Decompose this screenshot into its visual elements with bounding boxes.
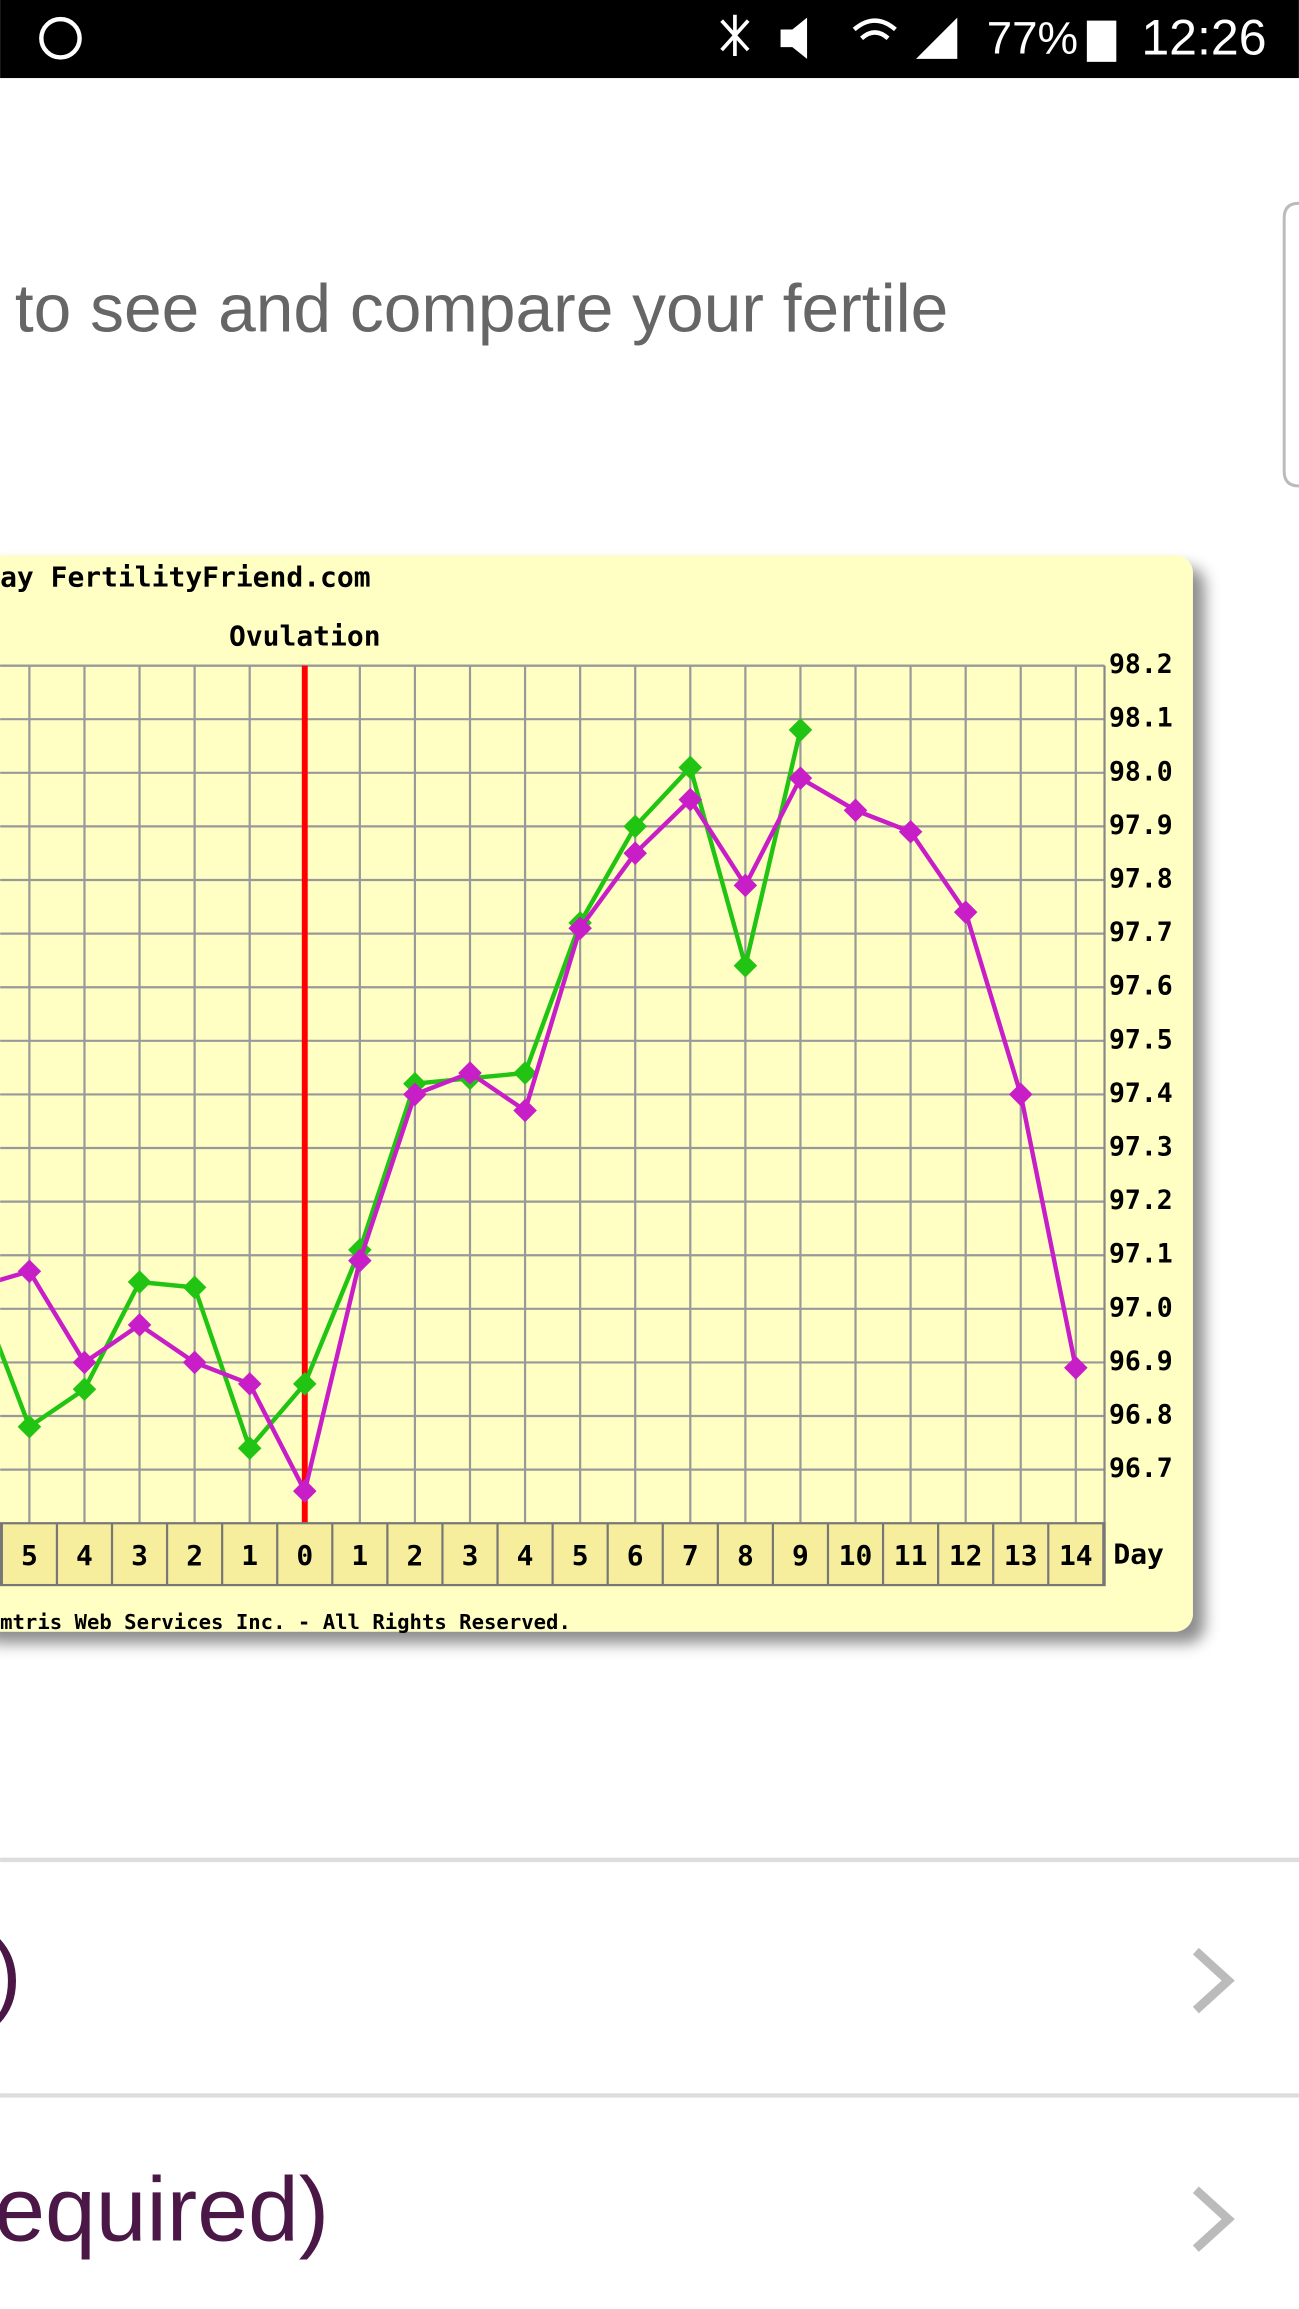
x-tick-label: 5 xyxy=(572,1539,589,1572)
data-point xyxy=(623,841,647,865)
chevron[interactable] xyxy=(1192,2186,1235,2252)
chart: 96.7 96.8 96.9 97.0 97.1 97.2 97.3 97.4 97.5 97.6… xyxy=(0,561,1173,1634)
data-point xyxy=(678,787,703,812)
plot-area xyxy=(0,664,1105,1524)
x-tick-label: 3 xyxy=(131,1539,148,1572)
x-tick-label: 2 xyxy=(406,1539,423,1572)
data-point xyxy=(1008,1082,1033,1107)
y-tick-label: 97.4 xyxy=(1109,1078,1173,1109)
intro-text: to see and compare your fertile xyxy=(15,272,949,347)
clock: 12:26 xyxy=(1141,9,1266,65)
x-tick-label: 5 xyxy=(21,1539,38,1572)
y-tick-label: 96.8 xyxy=(1109,1400,1173,1431)
data-point xyxy=(733,953,758,978)
data-point xyxy=(733,873,758,898)
y-tick-label: 97.2 xyxy=(1109,1185,1173,1216)
data-point xyxy=(403,1082,427,1107)
y-tick-label: 97.6 xyxy=(1109,971,1173,1002)
battery-icon xyxy=(1086,20,1117,62)
x-tick-label: 1 xyxy=(351,1539,368,1572)
x-tick-label: 4 xyxy=(517,1539,534,1572)
x-tick-label: 9 xyxy=(792,1539,809,1572)
x-tick-label: 3 xyxy=(462,1539,479,1572)
y-tick-label: 98.0 xyxy=(1109,756,1173,787)
data-point xyxy=(623,814,647,839)
data-point xyxy=(182,1275,207,1300)
list-item[interactable]: ) xyxy=(0,1923,22,2025)
wifi-icon xyxy=(852,18,897,41)
data-point xyxy=(348,1248,372,1273)
side-button xyxy=(1282,201,1299,488)
whatsapp-icon xyxy=(39,16,82,60)
x-tick-label: 2 xyxy=(186,1539,203,1572)
status-bar xyxy=(0,0,1299,79)
y-tick-label: 97.8 xyxy=(1109,864,1173,895)
bluetooth-icon xyxy=(720,14,750,56)
chart-footer: mtris Web Services Inc. - All Rights Res… xyxy=(0,1610,571,1634)
chart-title: ay FertilityFriend.com xyxy=(0,561,370,594)
data-point xyxy=(898,819,923,844)
x-tick-label: 1 xyxy=(241,1539,258,1572)
data-point xyxy=(953,900,978,924)
y-tick-label: 96.7 xyxy=(1109,1453,1173,1484)
y-tick-label: 98.1 xyxy=(1109,703,1173,734)
data-point xyxy=(568,916,592,941)
data-point xyxy=(843,798,868,823)
data-point xyxy=(72,1350,97,1375)
y-tick-label: 97.3 xyxy=(1109,1132,1173,1163)
x-tick-label: 8 xyxy=(737,1539,754,1572)
x-tick-label: 0 xyxy=(296,1539,313,1572)
x-axis-label: Day xyxy=(1113,1538,1164,1571)
chevron[interactable] xyxy=(1192,1947,1235,2014)
x-tick-label: 4 xyxy=(76,1539,93,1572)
x-tick-label: 10 xyxy=(839,1539,873,1572)
data-point xyxy=(1064,1356,1088,1380)
x-tick-label: 14 xyxy=(1059,1539,1093,1572)
data-point xyxy=(513,1098,537,1123)
x-tick-label: 6 xyxy=(627,1539,644,1572)
list-item[interactable]: equired) xyxy=(0,2158,329,2260)
data-point xyxy=(788,766,813,790)
y-tick-label: 98.2 xyxy=(1109,649,1173,680)
annotation: Ovulation xyxy=(229,620,381,653)
x-tick-label: 7 xyxy=(682,1539,699,1572)
data-point xyxy=(237,1372,262,1396)
y-tick-label: 97.9 xyxy=(1109,810,1173,841)
y-tick-label: 97.0 xyxy=(1109,1292,1173,1323)
y-tick-label: 97.7 xyxy=(1109,917,1173,948)
x-tick-label: 13 xyxy=(1004,1539,1038,1572)
y-tick-label: 97.1 xyxy=(1109,1239,1173,1270)
x-tick-label: 12 xyxy=(949,1539,983,1572)
y-tick-label: 96.9 xyxy=(1109,1346,1173,1377)
mute-icon xyxy=(780,17,808,59)
data-point xyxy=(788,718,813,742)
y-tick-label: 97.5 xyxy=(1109,1024,1173,1055)
x-tick-label: 11 xyxy=(894,1539,928,1572)
series-line xyxy=(0,729,803,1453)
data-point xyxy=(513,1061,537,1085)
battery-level: 77% xyxy=(987,12,1078,63)
data-point xyxy=(182,1350,207,1375)
data-point xyxy=(678,755,703,780)
